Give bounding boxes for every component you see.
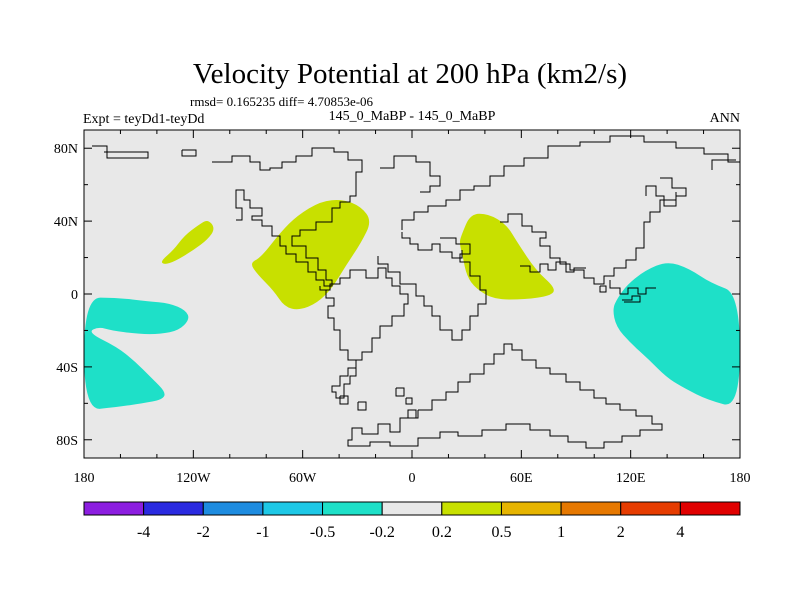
colorbar-swatch [620,501,681,516]
anomaly-regions [84,199,740,409]
season-label: ANN [710,111,740,126]
x-tick-label: 180 [74,471,95,486]
coastline-southern-islands-3 [405,397,413,405]
coastline-southern-islands-1 [357,401,367,411]
stats-label: rmsd= 0.165235 diff= 4.70853e-06 [190,94,374,109]
colorbar-swatch [679,501,741,516]
coastline-africa [377,237,487,341]
coastline-north-america [212,147,363,287]
colorbar-level-label: -4 [137,524,150,541]
colorbar-level-label: 0.5 [491,524,511,541]
colorbar: -4 -2 -1 -0.5 -0.2 0.2 0.5 1 2 4 [83,501,741,541]
y-tick-label: 40N [54,215,78,230]
colorbar-swatch [441,501,502,516]
colorbar-swatch [560,501,622,516]
coastline-southern-landmass [339,395,349,405]
colorbar-level-label: -2 [197,524,210,541]
experiment-label: Expt = teyDd1-teyDd [83,112,204,127]
x-tick-label: 0 [409,471,416,486]
coastline-philippines [599,285,607,293]
negative-anomaly-pacific-east [84,297,189,409]
coastline-australia [347,343,663,449]
y-tick-label: 40S [56,361,78,376]
y-tick-label: 80N [54,142,78,157]
colorbar-level-label: -0.5 [310,524,335,541]
positive-anomaly-atlantic [252,199,370,310]
colorbar-swatch [143,501,204,516]
coastline-siberia [711,159,736,170]
colorbar-swatch [202,501,264,516]
y-tick-label: 0 [71,288,78,303]
y-tick-label: 80S [56,434,78,449]
x-tick-label: 120W [176,471,211,486]
colorbar-swatch [262,501,324,516]
map-panel: 180 120W 60W 0 60E 120E 180 80N 40N 0 40S 80S [54,129,751,486]
coastline-greenland [380,155,441,193]
colorbar-level-label: 4 [676,524,684,541]
coastline-south-asia [520,261,586,273]
coastline-south-america [319,267,409,399]
colorbar-swatch [500,501,562,516]
x-axis-ticks: 180 120W 60W 0 60E 120E 180 [74,130,751,486]
colorbar-level-label: 0.2 [432,524,452,541]
coastline-indonesia [609,280,656,295]
coastline-arctic-2 [181,149,197,157]
coastline-kamchatka [645,177,687,207]
positive-anomaly-arabia [460,213,554,300]
coastlines [92,135,740,449]
coastline-arabia [500,192,677,285]
colorbar-swatch [322,501,383,516]
x-tick-label: 60W [289,471,317,486]
coastline-borneo [622,295,641,303]
colorbar-swatch [381,501,443,516]
x-tick-label: 180 [730,471,751,486]
coastline-arctic-1 [92,145,149,159]
x-tick-label: 60E [510,471,533,486]
negative-anomaly-pacific-west [613,263,740,405]
y-axis-ticks: 80N 40N 0 40S 80S [54,142,740,449]
colorbar-level-label: -0.2 [370,524,395,541]
coastline-eurasia [401,135,740,230]
period-label: 145_0_MaBP - 145_0_MaBP [329,109,496,124]
colorbar-level-label: 2 [617,524,625,541]
colorbar-level-label: 1 [557,524,565,541]
colorbar-level-label: -1 [256,524,269,541]
colorbar-swatch [83,501,145,516]
coastline-southern-islands-2 [395,387,405,397]
positive-anomaly-west-atlantic-north [161,220,214,264]
chart-title: Velocity Potential at 200 hPa (km2/s) [193,58,627,90]
x-tick-label: 120E [616,471,646,486]
coastline-mediterranean [401,232,463,259]
